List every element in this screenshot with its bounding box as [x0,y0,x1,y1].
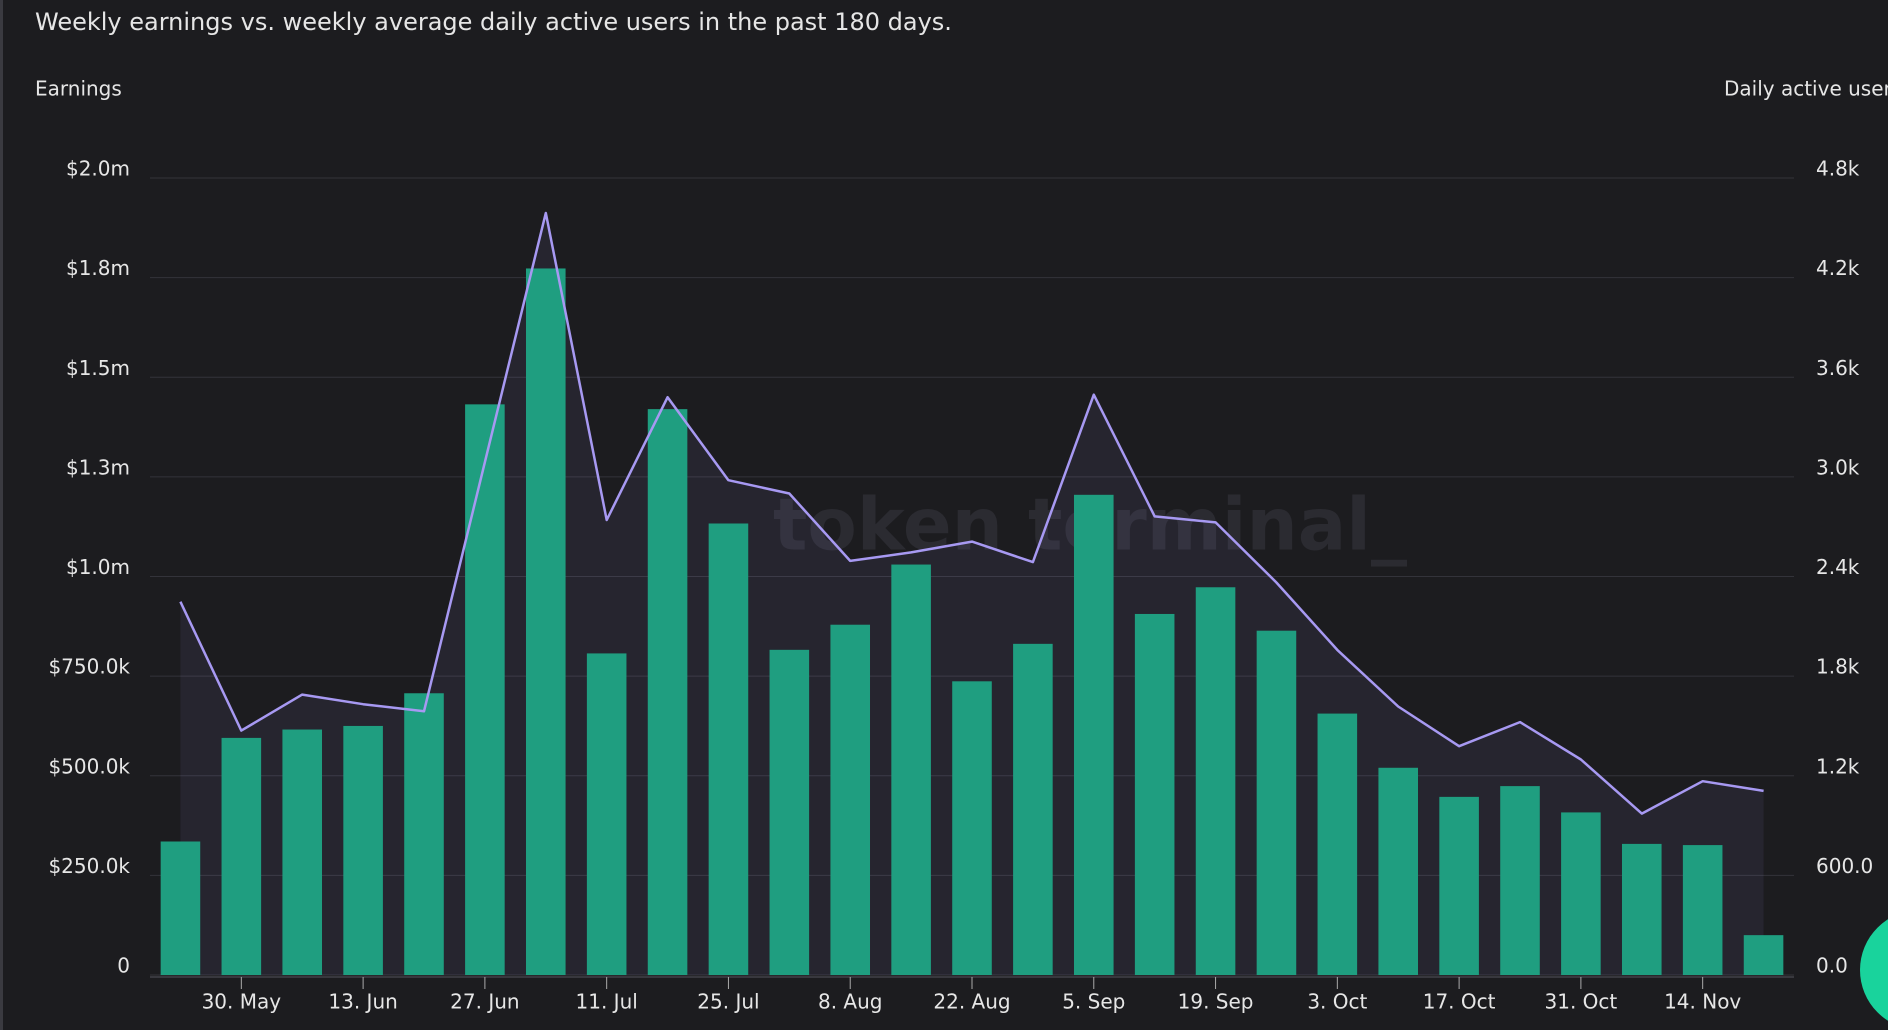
x-tick-label: 3. Oct [1307,990,1367,1014]
y2-tick-label: 600.0 [1816,854,1873,878]
bar [647,409,688,975]
x-tick-label: 31. Oct [1545,990,1618,1014]
bar [343,725,383,975]
bar [525,268,566,976]
y-tick-label: $750.0k [48,655,130,679]
x-tick-label: 5. Sep [1062,990,1125,1014]
line [179,211,1764,815]
bar [1134,613,1175,975]
bar [1013,643,1053,975]
y-tick-label: $1.8m [66,256,130,280]
y2-tick-label: 4.8k [1816,157,1860,181]
bar [1073,494,1114,975]
x-tick-label: 25. Jul [697,990,759,1014]
bar [1682,845,1723,975]
bar [769,649,810,975]
chart-title: Weekly earnings vs. weekly average daily… [35,8,952,36]
x-tick-label: 19. Sep [1178,990,1254,1014]
x-tick-label: 22. Aug [933,990,1010,1014]
x-tick-label: 27. Jun [450,990,519,1014]
bar [1378,767,1419,975]
line-area [180,213,1764,975]
y-axis-title: Earnings [35,77,122,101]
help-button[interactable] [1860,910,1888,1030]
y2-axis-title: Daily active users [1724,77,1888,101]
y-tick-label: $500.0k [48,754,130,778]
x-tick-label: 17. Oct [1423,990,1496,1014]
bar [1500,786,1540,975]
bar [160,841,201,975]
x-tick-label: 14. Nov [1664,990,1741,1014]
x-tick-label: 8. Aug [818,990,883,1014]
y2-tick-label: 1.2k [1816,754,1860,778]
y-tick-label: $1.0m [66,555,130,579]
y2-tick-label: 2.4k [1816,555,1860,579]
y2-tick-label: 3.6k [1816,356,1860,380]
y-tick-label: 0 [117,954,130,978]
y-tick-label: $2.0m [66,157,130,181]
bar [1561,812,1601,975]
y-tick-label: $1.3m [66,455,130,479]
x-tick-label: 30. May [202,990,282,1014]
y-tick-label: $250.0k [48,854,130,878]
y-tick-label: $1.5m [66,356,130,380]
bar [708,523,749,975]
bar [282,729,323,975]
bar [221,737,262,975]
bar [404,693,444,975]
bar [1621,843,1662,975]
y2-tick-label: 1.8k [1816,655,1860,679]
bar [1317,713,1358,975]
bar [830,624,871,975]
bar [1195,587,1236,975]
y2-tick-label: 3.0k [1816,455,1860,479]
left-border [0,0,3,1030]
bar [952,681,992,975]
x-tick-label: 11. Jul [576,990,638,1014]
x-tick-label: 13. Jun [328,990,397,1014]
bar [1256,630,1297,975]
bar [1439,796,1479,975]
bar [1743,935,1784,975]
y2-tick-label: 0.0 [1816,954,1848,978]
bar [586,653,627,975]
bar [465,404,505,975]
y2-tick-label: 4.2k [1816,256,1860,280]
bar [891,564,931,975]
